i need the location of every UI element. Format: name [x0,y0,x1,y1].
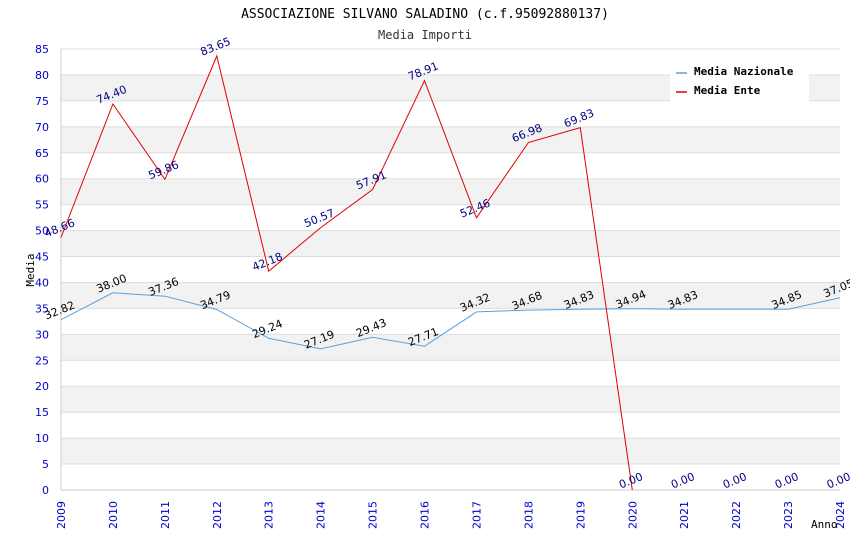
x-tick-label: 2015 [367,501,380,529]
y-tick-label: 0 [42,484,49,497]
legend-label-nazionale: Media Nazionale [694,65,794,78]
y-tick-label: 25 [35,354,49,367]
chart-subtitle: Media Importi [378,28,472,42]
y-tick-label: 10 [35,432,49,445]
data-label-ente: 0.00 [669,470,697,491]
x-tick-label: 2021 [678,501,691,529]
legend: Media Nazionale Media Ente [670,60,809,102]
y-tick-label: 60 [35,173,49,186]
data-label-ente: 0.00 [773,470,801,491]
x-tick-label: 2024 [834,501,847,529]
x-tick-label: 2018 [522,501,535,529]
y-tick-label: 65 [35,147,49,160]
x-tick-label: 2013 [263,501,276,529]
x-tick-label: 2020 [626,501,639,529]
grid-band [61,178,840,205]
grid-band [61,386,840,413]
y-tick-label: 45 [35,251,49,264]
data-label-ente: 0.00 [617,470,645,491]
y-tick-label: 40 [35,276,49,289]
data-label-ente: 0.00 [721,470,749,491]
y-tick-label: 20 [35,380,49,393]
data-label-ente: 83.65 [198,35,232,59]
y-tick-label: 80 [35,69,49,82]
y-tick-label: 15 [35,406,49,419]
grid-bands [60,48,840,491]
x-axis-label: Anno [811,518,838,531]
x-tick-label: 2022 [730,501,743,529]
data-label-ente: 0.00 [825,470,850,491]
legend-box [670,60,809,102]
x-tick-label: 2014 [315,501,328,529]
grid-band [61,282,840,309]
y-tick-label: 30 [35,328,49,341]
y-tick-label: 85 [35,43,49,56]
x-tick-label: 2019 [574,501,587,529]
x-tick-label: 2009 [55,501,68,529]
x-tick-label: 2011 [159,501,172,529]
y-axis: 0 5 10 15 20 25 30 35 40 45 50 55 60 65 70 75 80 85 [35,43,49,497]
x-tick-label: 2016 [419,501,432,529]
y-tick-label: 55 [35,199,49,212]
x-tick-label: 2012 [211,501,224,529]
y-tick-label: 50 [35,225,49,238]
y-tick-label: 35 [35,302,49,315]
series-line-ente [60,54,633,491]
y-tick-label: 5 [42,458,49,471]
x-tick-label: 2010 [107,501,120,529]
legend-label-ente: Media Ente [694,84,761,97]
y-tick-label: 75 [35,95,49,108]
grid-band [61,230,840,257]
grid-band [61,438,840,465]
series-group [60,54,841,491]
x-axis: 2009 2010 2011 2012 2013 2014 2015 2016 2017 2018… [55,501,847,529]
data-label-ente: 50.57 [302,206,336,230]
chart-title: ASSOCIAZIONE SILVANO SALADINO (c.f.95092… [241,7,609,22]
x-tick-label: 2017 [470,501,483,529]
y-tick-label: 70 [35,121,49,134]
y-axis-label: Media [24,253,37,286]
grid-band [61,334,840,361]
series-line-nazionale [60,292,841,350]
x-tick-label: 2023 [782,501,795,529]
